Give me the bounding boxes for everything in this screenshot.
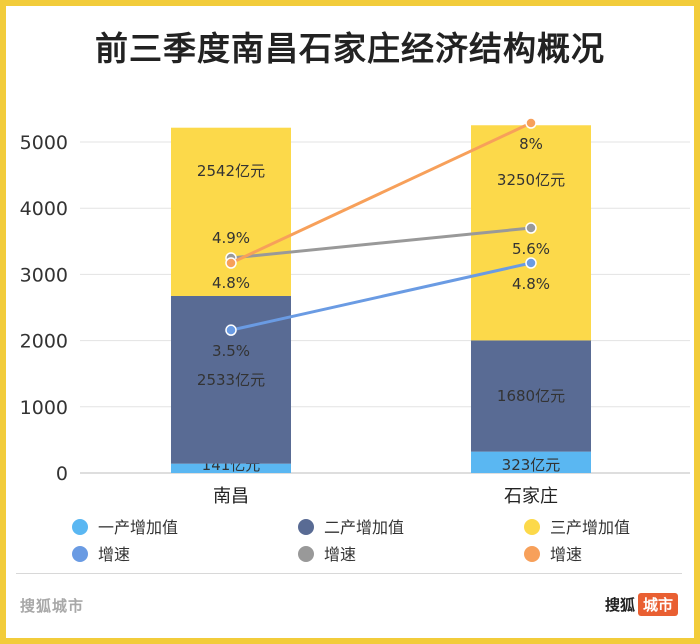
x-category-label: 南昌	[213, 486, 249, 507]
sohu-city-watermark: 搜狐城市	[20, 597, 85, 615]
legend-swatch	[72, 519, 88, 535]
legend-swatch	[524, 546, 540, 562]
legend-swatch	[298, 546, 314, 562]
legend-label: 二产增加值	[324, 518, 404, 537]
sohu-logo-text: 搜狐	[604, 596, 635, 614]
bar-segment-2-2	[471, 340, 591, 452]
footer-divider	[16, 573, 682, 574]
growth-rate-label: 4.9%	[212, 229, 250, 247]
growth-line-2	[230, 226, 532, 260]
legend-swatch	[524, 519, 540, 535]
legend-label: 增速	[98, 545, 130, 564]
growth-point-3-1	[225, 257, 237, 269]
y-tick-label: 1000	[20, 397, 68, 419]
growth-point-1-2	[525, 257, 537, 269]
legend-label: 三产增加值	[550, 518, 630, 537]
x-category-label: 石家庄	[504, 486, 558, 507]
growth-rate-label: 8%	[519, 135, 543, 153]
y-tick-label: 3000	[20, 264, 68, 286]
bar-value-label: 323亿元	[502, 456, 561, 474]
growth-rate-label: 4.8%	[512, 275, 550, 293]
sohu-city-logo: 搜狐 城市	[605, 593, 678, 616]
bar-value-label: 1680亿元	[497, 387, 565, 405]
legend-swatch	[72, 546, 88, 562]
growth-line-3	[230, 121, 532, 265]
growth-point-1-1	[225, 324, 237, 336]
sohu-logo-tag: 城市	[637, 593, 678, 616]
bar-value-label: 2533亿元	[197, 371, 265, 389]
bar-segment-3-1	[171, 127, 291, 296]
chart-title: 前三季度南昌石家庄经济结构概况	[95, 29, 605, 68]
legend-swatch	[298, 519, 314, 535]
growth-point-2-2	[525, 222, 537, 234]
y-tick-label: 4000	[20, 198, 68, 220]
growth-rate-label: 3.5%	[212, 342, 250, 360]
bar-segment-2-1	[171, 295, 291, 464]
growth-line-1	[230, 261, 532, 332]
bar-segment-1-1	[171, 463, 291, 473]
bar-value-label: 2542亿元	[197, 162, 265, 180]
bar-segment-1-2	[471, 451, 591, 473]
y-tick-label: 2000	[20, 331, 68, 353]
legend-label: 增速	[550, 545, 582, 564]
growth-rate-label: 4.8%	[212, 274, 250, 292]
legend-label: 一产增加值	[98, 518, 178, 537]
y-tick-label: 0	[56, 463, 68, 485]
bar-value-label: 3250亿元	[497, 171, 565, 189]
legend-label: 增速	[324, 545, 356, 564]
growth-point-3-2	[525, 117, 537, 129]
y-tick-label: 5000	[20, 132, 68, 154]
growth-rate-label: 5.6%	[512, 240, 550, 258]
